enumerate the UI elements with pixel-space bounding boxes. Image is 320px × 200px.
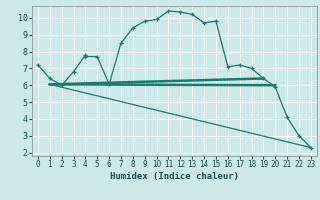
X-axis label: Humidex (Indice chaleur): Humidex (Indice chaleur)	[110, 172, 239, 181]
